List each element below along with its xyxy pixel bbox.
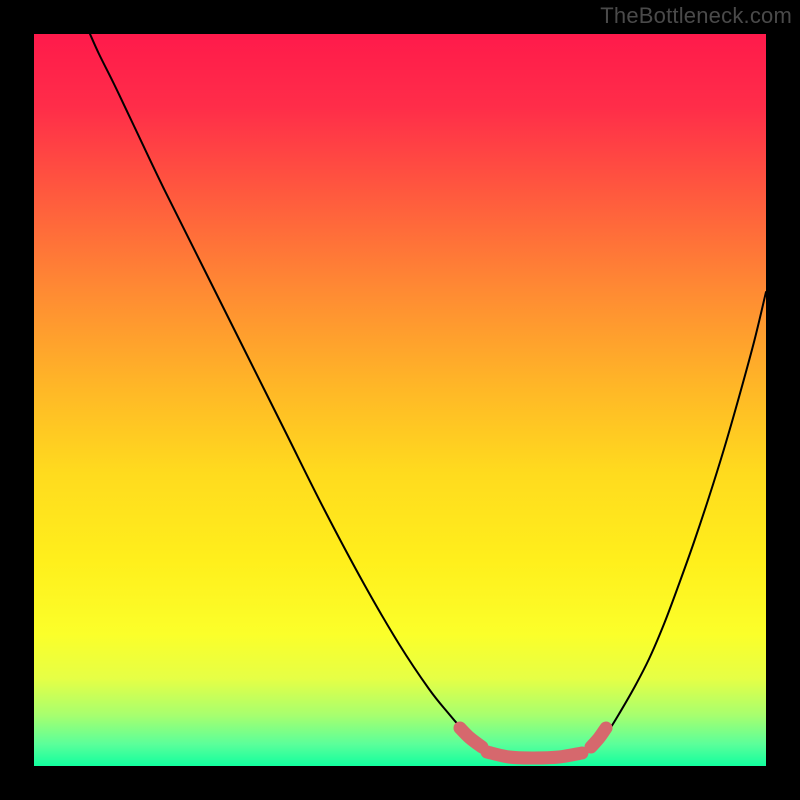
plot-area xyxy=(34,34,766,766)
gradient-background xyxy=(34,34,766,766)
chart-frame: TheBottleneck.com xyxy=(0,0,800,800)
bottleneck-curve-chart xyxy=(34,34,766,766)
watermark-text: TheBottleneck.com xyxy=(600,3,792,29)
optimal-range-highlight-1 xyxy=(487,752,582,758)
